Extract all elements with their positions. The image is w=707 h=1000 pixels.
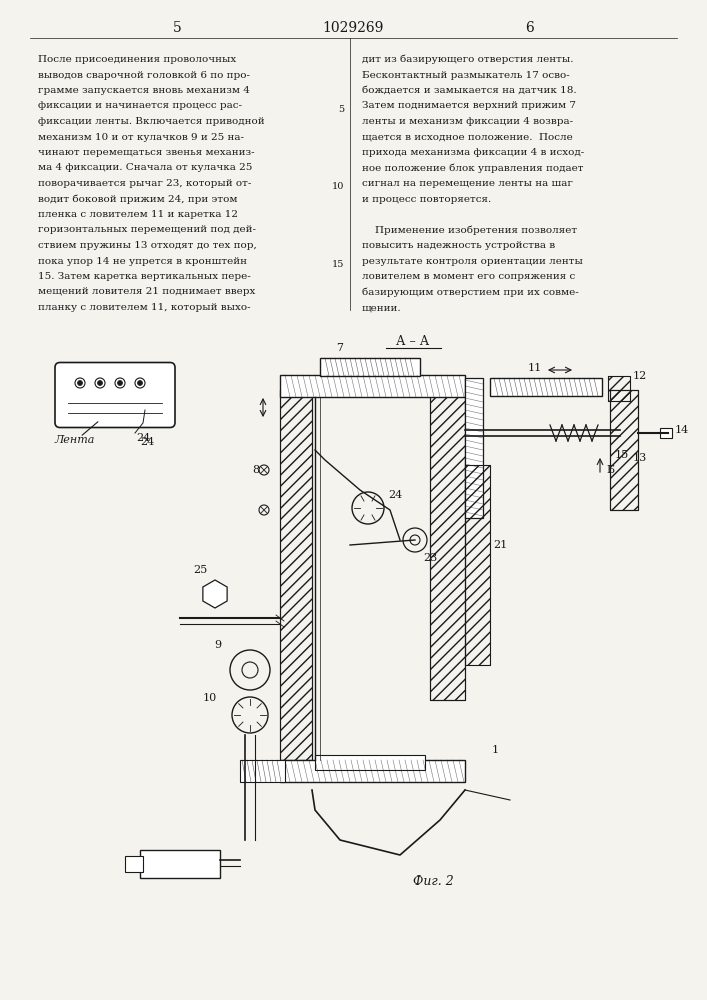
Bar (465, 378, 483, 518)
Bar (610, 390, 638, 510)
Text: ленты и механизм фиксации 4 возвра-: ленты и механизм фиксации 4 возвра- (362, 117, 573, 126)
Text: 13: 13 (633, 453, 647, 463)
Text: 7: 7 (337, 343, 344, 353)
Text: выводов сварочной головкой 6 по про-: выводов сварочной головкой 6 по про- (38, 70, 250, 80)
Text: 21: 21 (493, 540, 507, 550)
Bar (140, 850, 220, 878)
Text: дит из базирующего отверстия ленты.: дит из базирующего отверстия ленты. (362, 55, 573, 64)
Text: 24: 24 (388, 490, 402, 500)
Text: 10: 10 (203, 693, 217, 703)
Text: щении.: щении. (362, 303, 402, 312)
Text: 12: 12 (633, 371, 647, 381)
Text: Фиг. 2: Фиг. 2 (413, 875, 453, 888)
Text: 6: 6 (525, 21, 534, 35)
Text: Б: Б (606, 465, 614, 475)
Text: Бесконтактный размыкатель 17 осво-: Бесконтактный размыкатель 17 осво- (362, 70, 570, 80)
Text: пленка с ловителем 11 и каретка 12: пленка с ловителем 11 и каретка 12 (38, 210, 238, 219)
Text: щается в исходное положение.  После: щается в исходное положение. После (362, 132, 573, 141)
Bar (465, 465, 490, 665)
Text: повысить надежность устройства в: повысить надежность устройства в (362, 241, 555, 250)
Text: поворачивается рычаг 23, который от-: поворачивается рычаг 23, который от- (38, 179, 252, 188)
Circle shape (117, 380, 122, 385)
Text: 10: 10 (332, 182, 344, 191)
Bar (280, 390, 312, 760)
Circle shape (137, 380, 143, 385)
Bar (610, 390, 638, 510)
Text: 23: 23 (423, 553, 437, 563)
Bar (280, 375, 465, 397)
Text: сигнал на перемещение ленты на шаг: сигнал на перемещение ленты на шаг (362, 179, 573, 188)
Bar (280, 760, 465, 782)
Text: планку с ловителем 11, который выхо-: планку с ловителем 11, который выхо- (38, 303, 250, 312)
Text: бождается и замыкается на датчик 18.: бождается и замыкается на датчик 18. (362, 86, 577, 95)
Text: ма 4 фиксации. Сначала от кулачка 25: ма 4 фиксации. Сначала от кулачка 25 (38, 163, 252, 172)
Text: Лента: Лента (55, 435, 95, 445)
Bar (490, 378, 602, 396)
Bar (280, 390, 312, 760)
Text: результате контроля ориентации ленты: результате контроля ориентации ленты (362, 256, 583, 265)
Text: 1: 1 (491, 745, 498, 755)
Bar (125, 856, 143, 872)
Bar (608, 376, 630, 401)
Text: 9: 9 (214, 640, 221, 650)
Bar (660, 428, 672, 438)
Bar (315, 755, 425, 770)
Text: 24: 24 (136, 433, 150, 443)
Bar (465, 465, 490, 665)
Text: 14: 14 (675, 425, 689, 435)
Text: 1029269: 1029269 (322, 21, 384, 35)
Text: мещений ловителя 21 поднимает вверх: мещений ловителя 21 поднимает вверх (38, 288, 255, 296)
Bar (320, 358, 420, 376)
Bar (240, 760, 285, 782)
Text: механизм 10 и от кулачков 9 и 25 на-: механизм 10 и от кулачков 9 и 25 на- (38, 132, 244, 141)
Text: 8: 8 (252, 465, 259, 475)
Polygon shape (203, 580, 227, 608)
Text: водит боковой прижим 24, при этом: водит боковой прижим 24, при этом (38, 194, 238, 204)
Text: чинают перемещаться звенья механиз-: чинают перемещаться звенья механиз- (38, 148, 255, 157)
Text: ствием пружины 13 отходят до тех пор,: ствием пружины 13 отходят до тех пор, (38, 241, 257, 250)
Text: грамме запускается вновь механизм 4: грамме запускается вновь механизм 4 (38, 86, 250, 95)
Text: ловителем в момент его сопряжения с: ловителем в момент его сопряжения с (362, 272, 575, 281)
Text: 5: 5 (173, 21, 182, 35)
Text: базирующим отверстием при их совме-: базирующим отверстием при их совме- (362, 288, 579, 297)
Text: После присоединения проволочных: После присоединения проволочных (38, 55, 236, 64)
Bar (430, 390, 465, 700)
Text: пока упор 14 не упрется в кронштейн: пока упор 14 не упрется в кронштейн (38, 256, 247, 265)
Text: 15. Затем каретка вертикальных пере-: 15. Затем каретка вертикальных пере- (38, 272, 251, 281)
Text: и процесс повторяется.: и процесс повторяется. (362, 194, 491, 204)
Text: горизонтальных перемещений под дей-: горизонтальных перемещений под дей- (38, 226, 256, 234)
Circle shape (78, 380, 83, 385)
Text: Затем поднимается верхний прижим 7: Затем поднимается верхний прижим 7 (362, 102, 576, 110)
Circle shape (98, 380, 103, 385)
Text: 25: 25 (193, 565, 207, 575)
Text: прихода механизма фиксации 4 в исход-: прихода механизма фиксации 4 в исход- (362, 148, 584, 157)
Text: А – А: А – А (397, 335, 430, 348)
Text: ное положение блок управления подает: ное положение блок управления подает (362, 163, 583, 173)
Bar (430, 390, 465, 700)
Text: 15: 15 (332, 260, 344, 269)
Text: 24: 24 (140, 437, 154, 447)
FancyBboxPatch shape (55, 362, 175, 428)
Text: 11: 11 (528, 363, 542, 373)
Text: 5: 5 (338, 105, 344, 114)
Text: фиксации ленты. Включается приводной: фиксации ленты. Включается приводной (38, 117, 264, 126)
Text: 15: 15 (615, 450, 629, 460)
Text: Применение изобретения позволяет: Применение изобретения позволяет (362, 226, 577, 235)
Bar (608, 376, 630, 401)
Text: фиксации и начинается процесс рас-: фиксации и начинается процесс рас- (38, 102, 242, 110)
